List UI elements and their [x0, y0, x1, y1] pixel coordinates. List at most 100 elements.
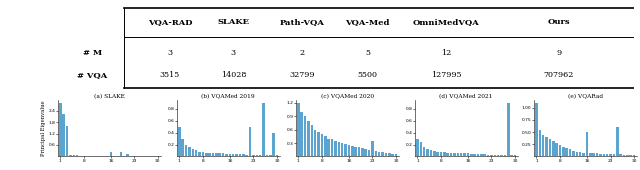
Bar [297, 103, 300, 156]
Bar [351, 146, 353, 156]
Bar [317, 132, 320, 156]
Bar [450, 153, 452, 156]
Bar [232, 154, 234, 156]
Bar [511, 155, 513, 156]
Bar [371, 141, 374, 156]
Text: VQA-RAD: VQA-RAD [148, 18, 192, 26]
Bar [337, 142, 340, 156]
Bar [202, 152, 204, 156]
Bar [569, 149, 572, 156]
Bar [559, 145, 561, 156]
Bar [266, 155, 268, 156]
Bar [556, 143, 558, 156]
Bar [198, 152, 201, 156]
Bar [566, 148, 568, 156]
Bar [385, 153, 387, 156]
Bar [460, 154, 463, 156]
Text: SLAKE: SLAKE [218, 18, 250, 26]
Bar [493, 155, 496, 156]
Bar [447, 153, 449, 156]
Bar [252, 155, 255, 156]
Bar [463, 154, 466, 156]
Bar [228, 154, 231, 156]
Bar [535, 103, 538, 156]
Bar [69, 155, 72, 156]
Bar [215, 154, 218, 156]
Bar [212, 154, 214, 156]
Bar [602, 154, 605, 156]
Bar [195, 150, 197, 156]
Bar [433, 151, 435, 156]
Bar [205, 153, 207, 156]
Text: 9: 9 [556, 49, 561, 57]
Bar [355, 147, 357, 156]
Text: # VQA: # VQA [77, 71, 108, 79]
Bar [62, 114, 65, 156]
Bar [242, 154, 244, 156]
Bar [191, 149, 194, 156]
Bar [429, 150, 432, 156]
Text: VQA-Med: VQA-Med [345, 18, 390, 26]
Text: 32799: 32799 [290, 71, 315, 79]
Bar [314, 130, 316, 156]
Bar [395, 154, 397, 156]
Text: Ours: Ours [547, 18, 570, 26]
Text: 12: 12 [441, 49, 452, 57]
Bar [334, 141, 337, 156]
Bar [178, 127, 180, 156]
Title: (c) VQAMed 2020: (c) VQAMed 2020 [321, 94, 374, 99]
Bar [538, 130, 541, 156]
Bar [300, 112, 303, 156]
Bar [378, 152, 380, 156]
Bar [630, 155, 632, 156]
Title: (a) SLAKE: (a) SLAKE [93, 94, 125, 99]
Bar [109, 152, 112, 156]
Bar [436, 152, 439, 156]
Bar [490, 155, 493, 156]
Bar [575, 151, 578, 156]
Bar [236, 154, 238, 156]
Bar [500, 155, 503, 156]
Bar [633, 155, 636, 156]
Bar [341, 143, 344, 156]
Bar [562, 147, 564, 156]
Bar [307, 121, 310, 156]
Bar [364, 149, 367, 156]
Text: 127995: 127995 [431, 71, 461, 79]
Bar [423, 148, 426, 156]
Bar [381, 152, 384, 156]
Bar [609, 155, 612, 156]
Bar [579, 152, 582, 156]
Bar [222, 154, 225, 156]
Bar [416, 139, 419, 156]
Bar [368, 150, 371, 156]
Bar [321, 134, 323, 156]
Bar [255, 155, 258, 156]
Bar [474, 154, 476, 156]
Bar [269, 155, 271, 156]
Bar [59, 103, 61, 156]
Bar [470, 154, 472, 156]
Bar [626, 155, 628, 156]
Bar [487, 155, 490, 156]
Bar [552, 141, 554, 156]
Bar [72, 155, 75, 156]
Bar [443, 152, 445, 156]
Bar [483, 154, 486, 156]
Bar [348, 145, 350, 156]
Bar [188, 148, 191, 156]
Bar [392, 154, 394, 156]
Text: 707962: 707962 [543, 71, 574, 79]
Title: (d) VQAMed 2021: (d) VQAMed 2021 [440, 94, 493, 99]
Bar [453, 153, 456, 156]
Bar [358, 148, 360, 156]
Text: # M: # M [83, 49, 102, 57]
Title: (e) VQARad: (e) VQARad [568, 94, 603, 99]
Bar [542, 134, 545, 156]
Bar [504, 155, 506, 156]
Bar [426, 149, 429, 156]
Title: (b) VQAMed 2019: (b) VQAMed 2019 [202, 94, 255, 99]
Bar [324, 136, 326, 156]
Bar [344, 144, 347, 156]
Bar [209, 153, 211, 156]
